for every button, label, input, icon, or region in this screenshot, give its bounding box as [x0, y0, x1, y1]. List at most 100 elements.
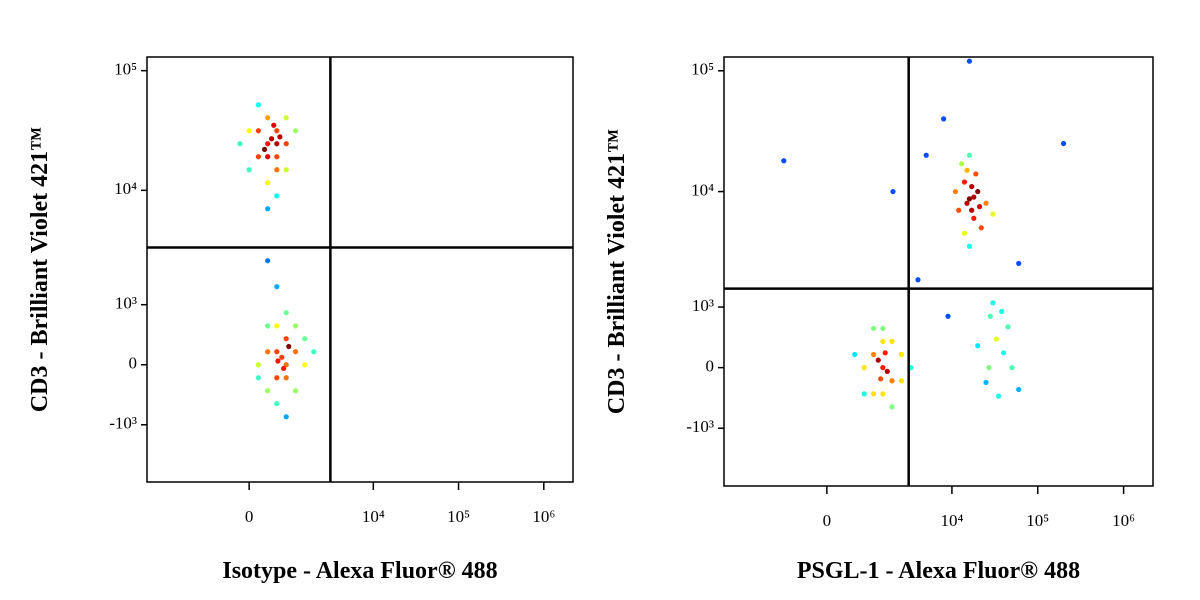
event-dot: [283, 141, 289, 147]
event-dot: [246, 128, 252, 134]
event-dot: [961, 179, 968, 185]
event-dot: [956, 207, 962, 213]
event-dot: [265, 141, 271, 147]
event-dot: [880, 391, 886, 397]
event-dot: [311, 349, 317, 355]
event-dot: [292, 323, 299, 329]
event-dot: [274, 284, 280, 290]
event-dot: [265, 180, 271, 186]
event-dot: [993, 336, 999, 342]
x-tick-label: 10⁶: [532, 507, 555, 526]
x-axis-label: Isotype - Alexa Fluor® 488: [222, 558, 497, 584]
event-dot: [966, 152, 973, 158]
event-dot: [966, 196, 973, 202]
event-dot: [923, 152, 929, 158]
event-dot: [274, 154, 280, 160]
event-dot: [261, 146, 268, 152]
event-dot: [882, 350, 888, 356]
event-dot: [274, 375, 280, 381]
event-dot: [246, 167, 252, 173]
event-dot: [961, 230, 968, 236]
event-dot: [1060, 140, 1067, 147]
event-dot: [292, 349, 299, 355]
y-tick-label: 10⁵: [691, 60, 714, 79]
event-dot: [1009, 365, 1015, 371]
y-tick-label: 10³: [115, 294, 137, 313]
event-dot: [861, 391, 867, 397]
y-tick-label: 0: [706, 357, 715, 376]
event-dot: [986, 365, 992, 371]
y-tick-label: 10⁴: [114, 179, 137, 198]
event-dot: [1016, 386, 1022, 393]
event-dot: [941, 116, 947, 122]
x-tick-label: 10⁶: [1112, 511, 1135, 530]
event-dot: [890, 188, 896, 195]
event-dot: [971, 215, 977, 221]
event-dot: [283, 115, 289, 121]
event-dot: [999, 308, 1005, 315]
event-dot: [875, 357, 881, 363]
event-dot: [852, 351, 858, 358]
event-dot: [274, 167, 280, 173]
event-dot: [265, 258, 271, 264]
x-tick-label: 10⁵: [1026, 511, 1049, 530]
event-dot: [281, 365, 287, 372]
event-dot: [898, 351, 905, 358]
x-tick-label: 0: [823, 511, 832, 530]
y-tick-label: -10³: [686, 417, 714, 436]
event-dot: [964, 167, 970, 173]
event-dot: [302, 362, 308, 368]
event-dot: [283, 375, 289, 381]
event-dot: [1005, 324, 1011, 330]
event-dot: [255, 154, 262, 160]
event-dot: [969, 207, 975, 213]
event-dot: [292, 388, 299, 394]
event-dot: [975, 188, 981, 195]
event-dot: [265, 206, 271, 212]
event-dot: [990, 211, 996, 217]
y-tick-label: 0: [129, 354, 138, 373]
x-tick-label: 0: [245, 507, 254, 526]
event-dot: [274, 400, 280, 407]
event-dot: [945, 313, 951, 319]
event-dot: [964, 200, 970, 206]
event-dot: [884, 368, 890, 374]
event-dot: [880, 338, 886, 344]
event-dot: [966, 243, 973, 249]
event-dot: [781, 158, 787, 164]
event-dot: [265, 388, 271, 394]
y-axis-label: CD3 - Brilliant Violet 421™: [604, 129, 630, 414]
event-dot: [292, 128, 299, 134]
event-dot: [915, 277, 921, 283]
event-dot: [1016, 260, 1022, 267]
event-dot: [277, 134, 283, 140]
event-dot: [275, 358, 281, 364]
event-dot: [274, 349, 280, 355]
event-dot: [286, 343, 292, 350]
event-dot: [861, 365, 867, 371]
event-dot: [274, 323, 280, 329]
event-dot: [283, 310, 289, 316]
event-dot: [889, 338, 895, 344]
event-dot: [983, 379, 989, 386]
event-dot: [265, 323, 271, 329]
x-axis-label: PSGL-1 - Alexa Fluor® 488: [797, 558, 1080, 584]
y-tick-label: 10⁵: [114, 60, 137, 79]
y-tick-label: 10⁴: [691, 180, 714, 199]
plot: 10⁵ 10⁴ 10³ 0 -10³ 0 10⁴ 10⁵ 10⁶ PSGL-1 - Alexa F…: [604, 56, 1154, 584]
event-dot: [271, 122, 277, 128]
event-dot: [971, 194, 977, 200]
event-dot: [871, 351, 877, 358]
event-dot: [302, 336, 308, 342]
event-dot: [976, 204, 983, 210]
event-dot: [880, 325, 886, 332]
event-dot: [952, 188, 959, 195]
y-tick-label: -10³: [109, 414, 137, 433]
event-dot: [283, 336, 289, 342]
event-dot: [878, 376, 884, 382]
event-dot: [283, 414, 289, 420]
event-dot: [274, 141, 280, 147]
event-dot: [265, 115, 271, 121]
x-tick-label: 10⁴: [940, 511, 963, 530]
